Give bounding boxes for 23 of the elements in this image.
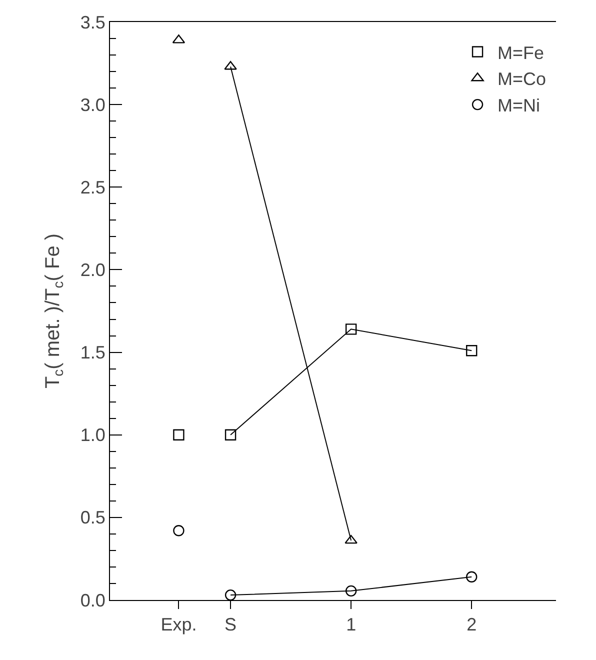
y-tick-label: 3.0 bbox=[80, 94, 106, 115]
legend-label: M=Ni bbox=[498, 96, 540, 116]
x-tick-label: Exp. bbox=[160, 614, 197, 635]
y-tick-label: 3.5 bbox=[80, 12, 106, 32]
y-tick-label: 2.5 bbox=[80, 177, 106, 198]
point bbox=[345, 324, 357, 335]
point bbox=[224, 429, 236, 440]
y-tick-label: 0.0 bbox=[80, 590, 106, 610]
point bbox=[466, 571, 478, 582]
x-tick-label: 1 bbox=[346, 614, 356, 635]
point bbox=[224, 589, 236, 601]
point bbox=[466, 345, 478, 356]
legend-label: M=Co bbox=[498, 69, 546, 90]
x-tick-label: 2 bbox=[466, 614, 477, 635]
point bbox=[345, 585, 357, 597]
x-tick-label: S bbox=[224, 614, 237, 635]
legend-label: M=Fe bbox=[498, 42, 544, 63]
y-tick-label: 1.5 bbox=[80, 342, 106, 363]
y-tick-label: 0.5 bbox=[80, 508, 106, 528]
y-tick-label: 1.0 bbox=[80, 425, 106, 446]
y-tick-label: 2.0 bbox=[80, 260, 106, 280]
point bbox=[173, 525, 184, 536]
point bbox=[173, 429, 184, 440]
